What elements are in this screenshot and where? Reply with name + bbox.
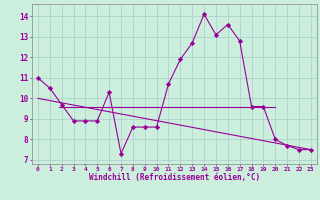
X-axis label: Windchill (Refroidissement éolien,°C): Windchill (Refroidissement éolien,°C): [89, 173, 260, 182]
